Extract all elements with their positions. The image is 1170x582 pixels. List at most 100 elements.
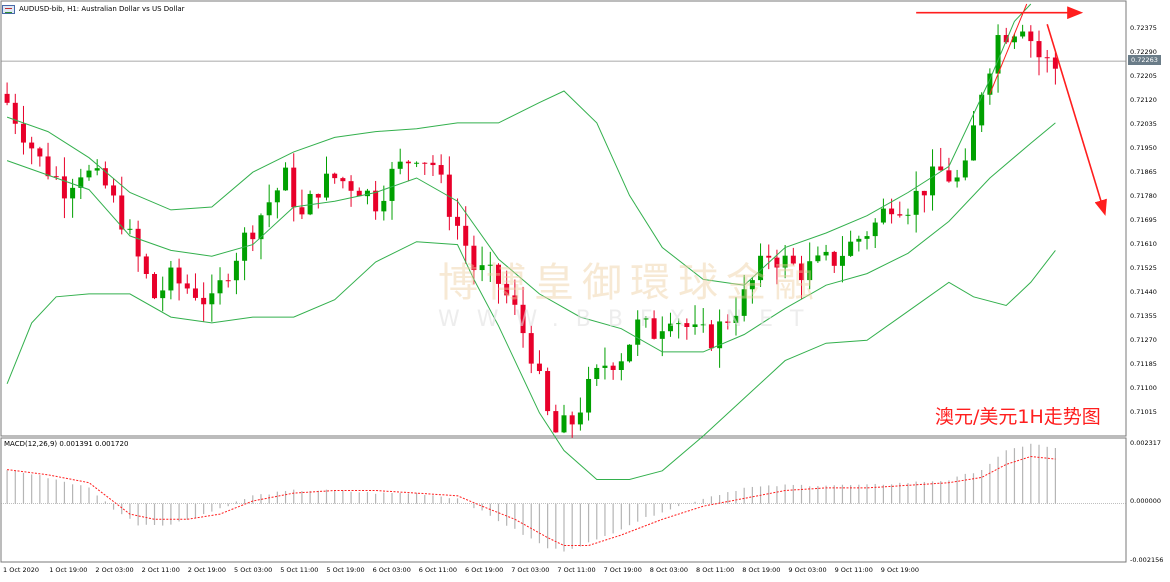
candle-body [536,363,542,372]
candle-body [1036,41,1042,58]
candle-body [160,290,166,299]
candle-body [266,202,272,216]
candle-body [758,255,764,281]
candle-body [463,225,469,246]
candle-body [78,177,84,188]
candle-body [889,208,895,215]
candle-body [332,173,338,179]
candle-body [659,331,665,339]
time-axis-label: 5 Oct 19:00 [326,566,365,574]
candle-body [594,367,600,379]
candle-body [913,190,919,215]
candle-body [586,378,592,413]
candle-body [397,161,403,169]
candle-body [479,265,485,271]
candle-body [438,165,444,175]
candle-body [708,324,714,349]
candle-body [692,324,698,327]
candle-body [766,255,772,258]
price-axis-label: 0.71610 [1130,240,1157,248]
price-axis-label: 0.71015 [1130,408,1157,416]
candle-body [897,214,903,216]
chart-annotation-title: 澳元/美元1H走势图 [935,406,1101,428]
candle-body [364,190,370,197]
candle-body [152,273,158,299]
candle-body [569,415,575,425]
price-axis-label: 0.71525 [1130,264,1157,272]
candle-body [938,166,944,171]
candle-body [192,288,198,298]
candle-body [274,190,280,203]
macd-indicator-label: MACD(12,26,9) 0.001391 0.001720 [4,440,129,448]
macd-axis-label: 0.002317 [1130,439,1162,447]
price-axis-label: 0.72205 [1130,72,1157,80]
candle-body [340,178,346,182]
candle-body [291,167,297,208]
time-axis-label: 9 Oct 19:00 [880,566,920,574]
candle-body [1028,31,1034,42]
candle-body [127,228,133,230]
candle-body [1020,31,1026,37]
chart-title: AUDUSD-bib, H1: Australian Dollar vs US … [19,5,185,13]
candle-body [930,166,936,196]
candle-body [283,167,289,191]
candle-body [864,236,870,239]
candle-body [414,162,420,164]
candle-body [979,94,985,126]
candle-body [168,267,174,291]
peak-trendline [989,3,1028,95]
time-axis-label: 8 Oct 19:00 [742,566,781,574]
candle-body [528,333,534,364]
candle-body [250,232,256,240]
time-axis-label: 6 Oct 19:00 [465,566,504,574]
candle-body [111,185,117,196]
candle-body [782,255,788,268]
candle-body [422,162,428,164]
candle-body [577,412,583,425]
candle-body [176,267,182,284]
candle-body [667,323,673,332]
macd-axis-label: 0.000000 [1130,497,1162,505]
time-axis-label: 9 Oct 11:00 [834,566,873,574]
macd-pane-frame [0,437,1127,563]
candle-body [839,255,845,266]
price-axis-label: 0.72290 [1130,48,1157,56]
candle-body [348,181,354,191]
bollinger-upper-band [6,3,1032,286]
candle-body [1052,57,1058,69]
candle-body [20,123,26,143]
candle-body [1011,36,1017,43]
downtrend-arrow [1046,24,1107,216]
candle-body [700,324,706,326]
candle-body [815,255,821,262]
candle-body [962,160,968,178]
candle-body [774,257,780,268]
candle-body [119,195,125,230]
time-axis-label: 6 Oct 03:00 [372,566,411,574]
time-axis-label: 7 Oct 11:00 [557,566,596,574]
candle-body [1003,35,1009,43]
candle-body [323,173,329,198]
price-axis-label: 0.71185 [1130,360,1157,368]
price-pane-frame [0,0,1127,437]
candle-body [651,318,657,339]
candle-body [905,214,911,216]
time-axis-label: 8 Oct 11:00 [696,566,735,574]
macd-axis-label: -0.002156 [1130,556,1164,564]
candle-body [545,371,551,412]
time-axis-label: 8 Oct 03:00 [649,566,689,574]
candle-body [643,318,649,320]
bollinger-middle-band [6,122,1056,353]
watermark-url: WWW.BBFX.NET [438,307,821,332]
candle-body [430,162,436,166]
candle-body [258,215,264,240]
candle-body [995,35,1001,74]
candle-body [102,168,108,186]
candle-body [4,93,10,103]
candle-body [561,415,567,433]
candle-body [970,125,976,161]
candle-body [381,200,387,212]
candle-body [954,177,960,182]
